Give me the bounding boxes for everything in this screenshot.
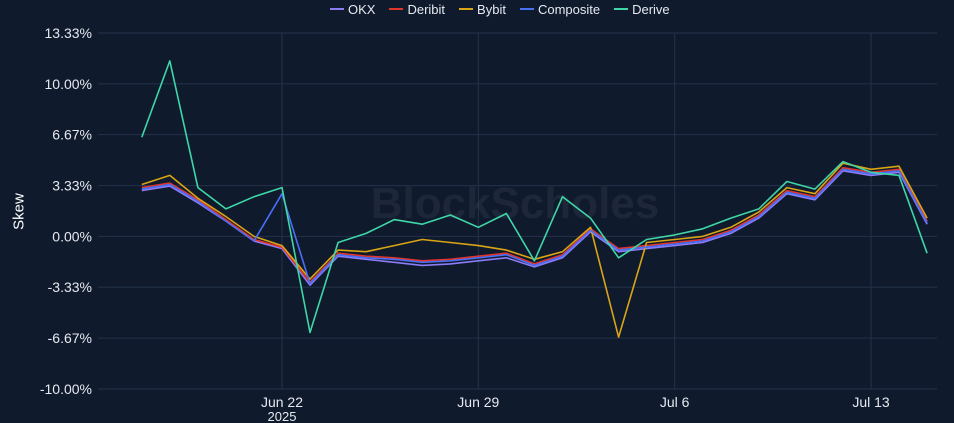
x-tick-label: Jul 13 [852,394,890,410]
watermark: BlockScholes [371,179,660,228]
x-tick-label: Jul 6 [660,394,690,410]
legend-swatch-derive [614,8,629,10]
legend-swatch-deribit [389,8,404,10]
legend-item-okx[interactable]: OKX [330,2,375,17]
x-axis-year-label: 2025 [268,409,297,423]
legend-label-deribit: Deribit [407,1,446,17]
x-tick-label: Jun 22 [261,394,303,410]
y-tick-label: 13.33% [45,25,92,41]
legend-swatch-composite [519,8,534,10]
legend-label-okx: OKX [348,1,376,17]
legend-item-derive[interactable]: Derive [614,2,670,17]
legend-item-deribit[interactable]: Deribit [389,2,445,17]
y-tick-label: 6.67% [52,127,92,143]
legend-item-bybit[interactable]: Bybit [459,2,506,17]
series-line-derive [141,60,928,334]
series-line-okx [141,170,928,287]
legend-swatch-bybit [459,8,474,10]
y-tick-label: -3.33% [48,279,92,295]
legend-label-bybit: Bybit [477,1,506,17]
x-axis-ticks: Jun 22 Jun 29 Jul 6 Jul 13 [261,394,890,410]
y-tick-label: -6.67% [48,330,92,346]
y-tick-label: 3.33% [52,178,92,194]
y-axis-label: Skew [10,193,28,230]
legend-label-composite: Composite [537,1,601,17]
series-line-composite [141,168,928,285]
y-axis-ticks: 13.33% 10.00% 6.67% 3.33% 0.00% -3.33% -6.67% -… [40,25,92,397]
grid [98,32,937,390]
y-tick-label: 0.00% [52,228,92,244]
legend: OKX Deribit Bybit Composite Derive [330,0,670,18]
x-tick-label: Jun 29 [457,394,499,410]
legend-item-composite[interactable]: Composite [519,1,601,17]
series-group [141,60,928,338]
series-line-deribit [141,166,928,284]
y-tick-label: -10.00% [40,381,92,397]
y-tick-label: 10.00% [45,76,92,92]
legend-label-derive: Derive [632,1,670,17]
legend-swatch-okx [330,8,344,10]
